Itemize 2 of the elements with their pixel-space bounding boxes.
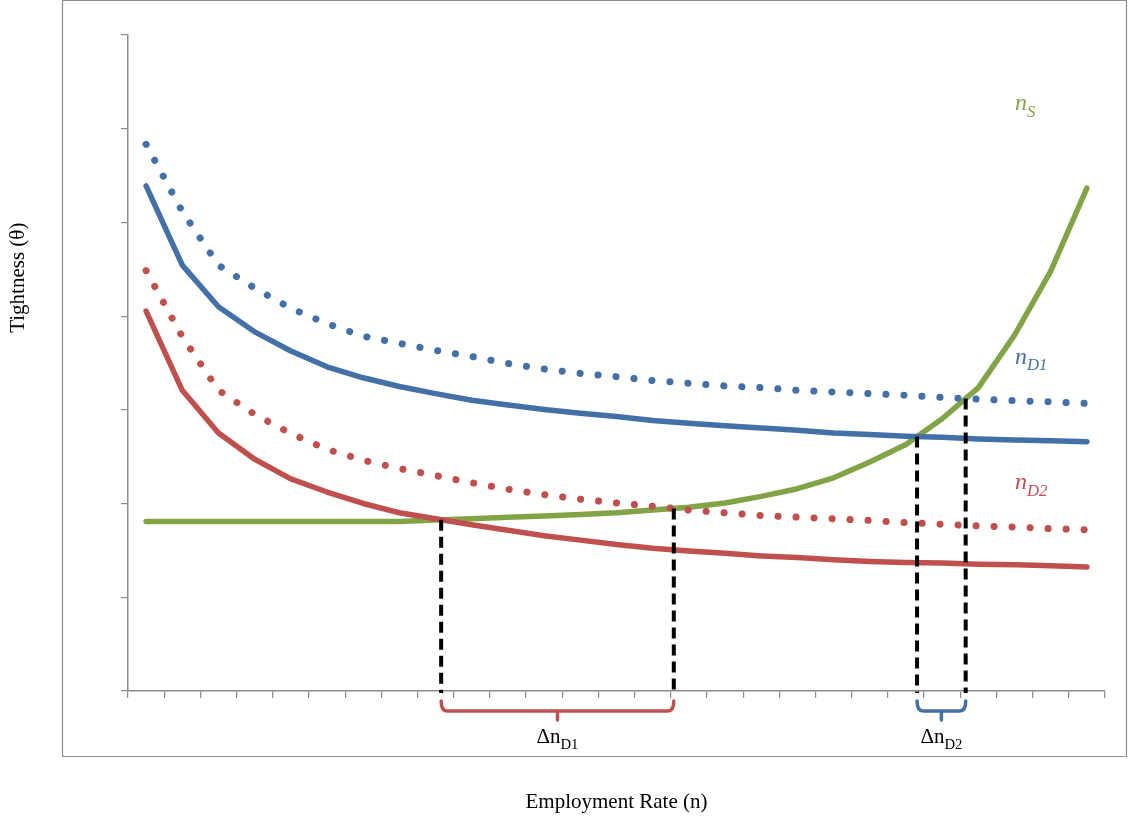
- x-axis-title: Employment Rate (n): [525, 789, 708, 813]
- y-axis-title: Tightness (θ): [5, 222, 29, 333]
